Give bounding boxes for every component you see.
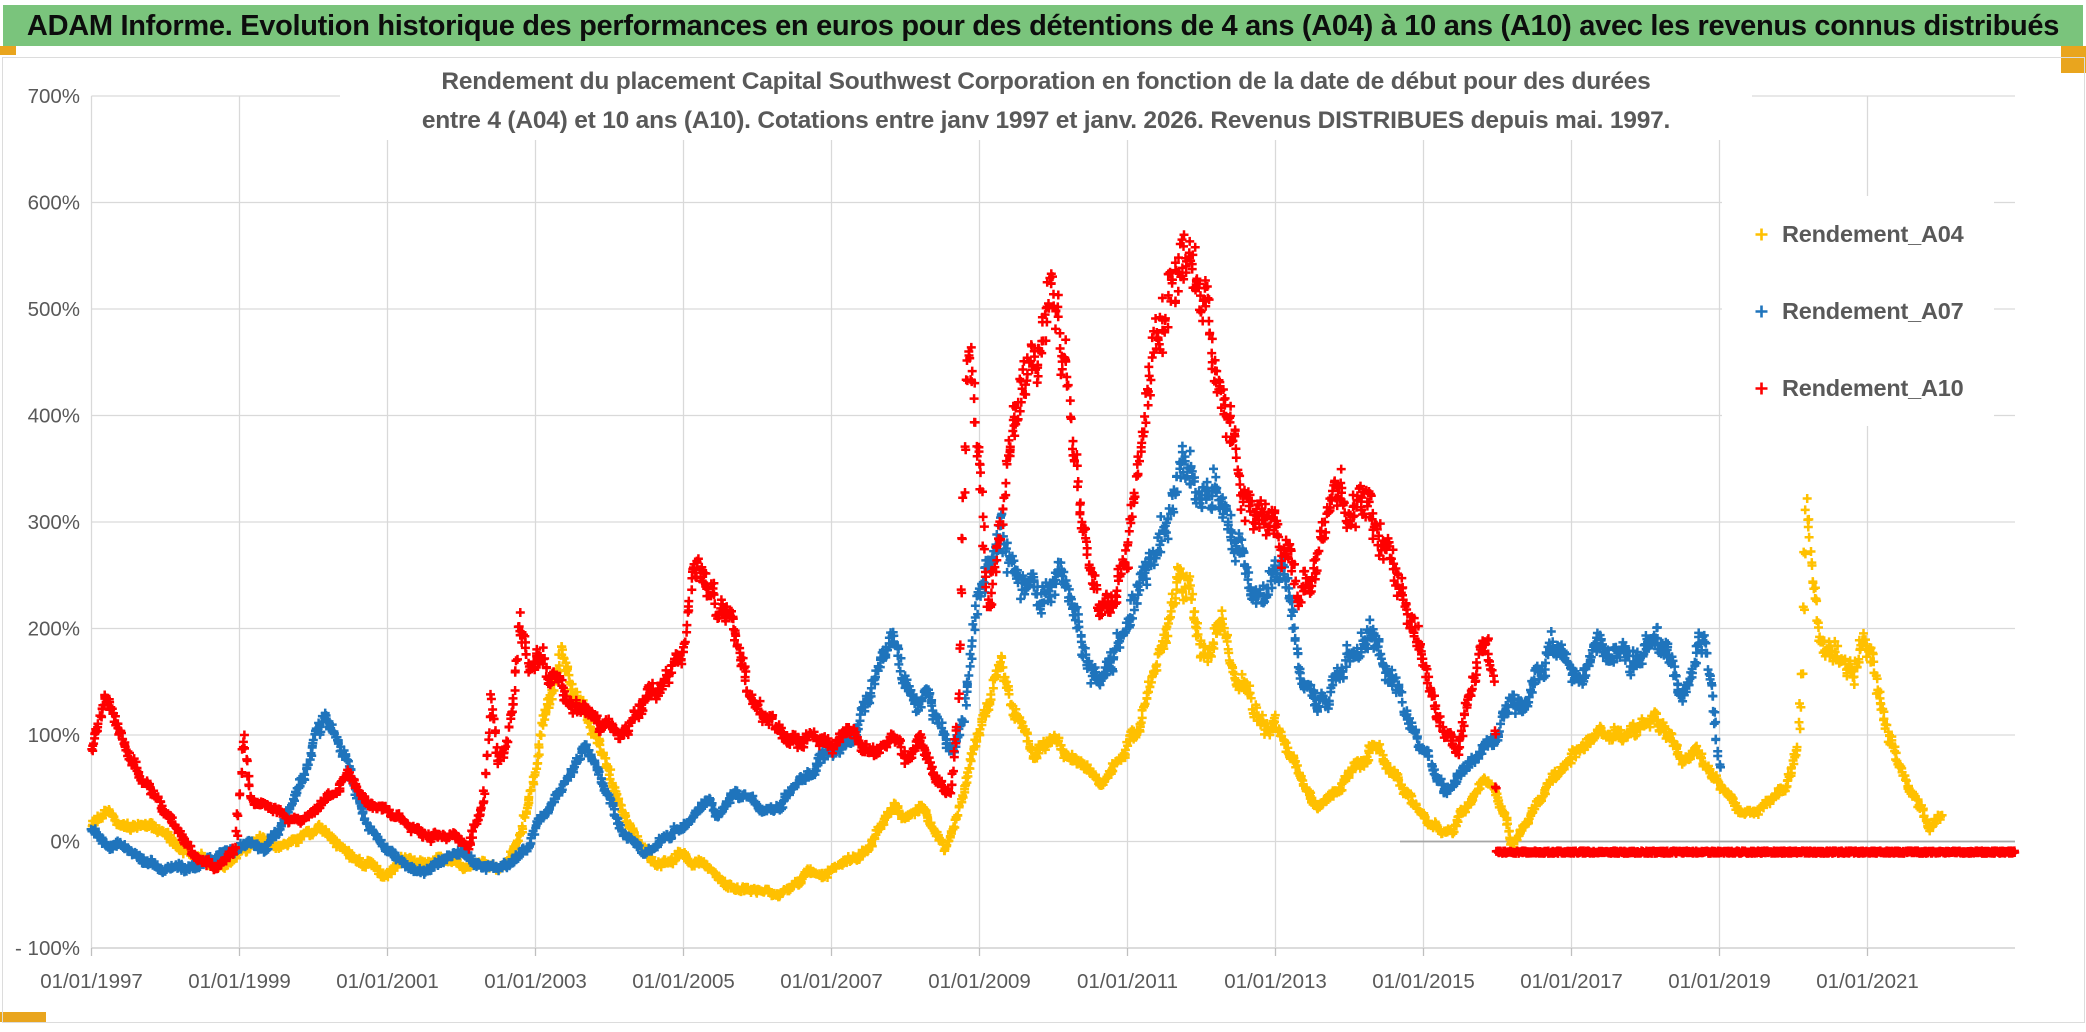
axis-labels: 700% 600% 500% 400% 300% 200% 100% 0% - 100% 01/0… — [15, 85, 1919, 993]
plus-marker-icon — [1755, 228, 1768, 240]
legend-item-label: Rendement_A07 — [1782, 297, 1964, 324]
banner-title: ADAM Informe. Evolution historique des p… — [26, 10, 2060, 42]
y-axis-label: 100% — [28, 724, 80, 747]
x-axis-label: 01/01/2001 — [336, 970, 439, 993]
y-axis-label: - 100% — [15, 937, 80, 960]
legend-item-a07: Rendement_A07 — [1754, 283, 1994, 339]
x-axis-label: 01/01/2015 — [1372, 970, 1475, 993]
y-axis-label: 600% — [28, 192, 80, 215]
legend: Rendement_A04 Rendement_A07 Rendement_A1… — [1722, 196, 1994, 426]
y-axis-label: 0% — [50, 831, 80, 854]
x-axis-label: 01/01/1999 — [188, 970, 291, 993]
x-axis-label: 01/01/2019 — [1668, 970, 1771, 993]
x-axis-label: 01/01/2003 — [484, 970, 587, 993]
plus-marker-icon — [1755, 305, 1768, 317]
series-rendement-a04 — [87, 494, 1947, 902]
y-axis-label: 200% — [28, 618, 80, 641]
y-axis-label: 300% — [28, 511, 80, 534]
series-rendement-a10 — [87, 230, 2020, 875]
chart-title: Rendement du placement Capital Southwest… — [340, 62, 1752, 140]
legend-item-a10: Rendement_A10 — [1754, 360, 1994, 416]
title-banner: ADAM Informe. Evolution historique des p… — [3, 5, 2083, 46]
chart-title-line-1: Rendement du placement Capital Southwest… — [441, 68, 1651, 95]
series-rendement-a07 — [86, 441, 1725, 879]
corner-accent-bottom-left — [0, 1012, 46, 1022]
x-axis-label: 01/01/2005 — [632, 970, 735, 993]
y-axis-label: 700% — [28, 85, 80, 108]
legend-item-label: Rendement_A10 — [1782, 374, 1964, 401]
x-axis-label: 01/01/2017 — [1520, 970, 1623, 993]
x-axis-label: 01/01/1997 — [40, 970, 143, 993]
y-axis-label: 400% — [28, 405, 80, 428]
chart-title-line-2: entre 4 (A04) et 10 ans (A10). Cotations… — [421, 107, 1671, 134]
corner-accent-top-right — [2061, 46, 2086, 73]
x-axis-label: 01/01/2013 — [1224, 970, 1327, 993]
x-axis-label: 01/01/2021 — [1816, 970, 1919, 993]
plus-marker-icon — [1755, 382, 1768, 394]
x-axis-label: 01/01/2011 — [1077, 970, 1178, 993]
legend-item-a04: Rendement_A04 — [1754, 206, 1994, 262]
legend-item-label: Rendement_A04 — [1782, 220, 1964, 247]
x-axis-label: 01/01/2007 — [780, 970, 883, 993]
corner-accent-top-left — [0, 46, 16, 55]
y-axis-label: 500% — [28, 298, 80, 321]
chart-object-border — [2, 57, 2085, 1023]
x-axis-label: 01/01/2009 — [928, 970, 1031, 993]
